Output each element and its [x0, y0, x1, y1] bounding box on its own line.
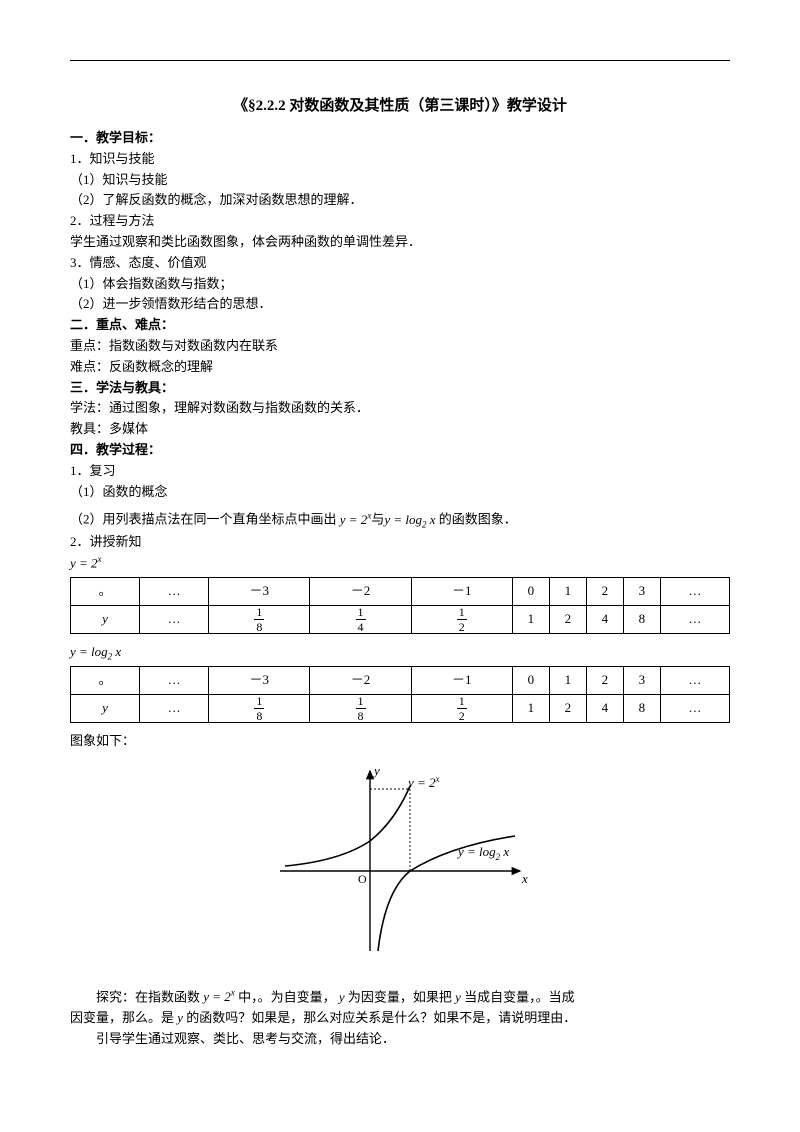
table-row: 。 … －3 －2 －1 0 1 2 3 …	[71, 577, 730, 605]
graph-container: y x O y = 2x y = log2 x	[70, 761, 730, 968]
curve-exp	[285, 786, 410, 866]
page-top-rule	[70, 60, 730, 61]
s2-line-1: 难点：反函数概念的理解	[70, 357, 730, 378]
s1-line-0: 1．知识与技能	[70, 149, 730, 170]
s4-item2: （2）用列表描点法在同一个直角坐标点中画出 y = 2x与y = log2 x …	[70, 508, 730, 531]
eq-y-2x: y = 2x	[340, 512, 372, 527]
table-y-log2x: 。 … －3 －2 －1 0 1 2 3 … y … 18 18 12 1 2 …	[70, 666, 730, 723]
page-title: 《§2.2.2 对数函数及其性质（第三课时）》教学设计	[70, 94, 730, 118]
section-4-heading: 四．教学过程：	[70, 440, 730, 461]
table1-caption: y = 2x	[70, 552, 730, 574]
y-axis-label: y	[372, 763, 380, 778]
s1-line-1: （1）知识与技能	[70, 170, 730, 191]
s2-line-0: 重点：指数函数与对数函数内在联系	[70, 336, 730, 357]
document-body: 一．教学目标： 1．知识与技能 （1）知识与技能 （2）了解反函数的概念，加深对…	[70, 128, 730, 1050]
s4-line-0: 1．复习	[70, 461, 730, 482]
explore-line1: 探究：在指数函数 y = 2x 中，。为自变量， y 为因变量，如果把 y 当成…	[70, 986, 730, 1008]
table-row: 。 … －3 －2 －1 0 1 2 3 …	[71, 666, 730, 694]
s4-item2-suffix: 的函数图象．	[439, 512, 517, 527]
section-3-heading: 三．学法与教具：	[70, 378, 730, 399]
eq-y-log2x: y = log2 x	[384, 512, 435, 527]
s1-line-7: （2）进一步领悟数形结合的思想．	[70, 294, 730, 315]
origin-label: O	[358, 872, 367, 886]
section-1-heading: 一．教学目标：	[70, 128, 730, 149]
s1-line-3: 2．过程与方法	[70, 211, 730, 232]
table-row: y … 18 18 12 1 2 4 8 …	[71, 694, 730, 722]
function-graph: y x O y = 2x y = log2 x	[260, 761, 540, 961]
graph-caption: 图象如下：	[70, 731, 730, 752]
s1-line-6: （1）体会指数函数与指数；	[70, 274, 730, 295]
s1-line-5: 3．情感、态度、价值观	[70, 253, 730, 274]
guide-lines	[370, 789, 410, 871]
curve-exp-label: y = 2x	[406, 774, 440, 790]
s1-line-4: 学生通过观察和类比函数图象，体会两种函数的单调性差异．	[70, 232, 730, 253]
curve-log-label: y = log2 x	[456, 844, 509, 862]
table-y-2x: 。 … －3 －2 －1 0 1 2 3 … y … 18 14 12 1 2 …	[70, 577, 730, 634]
section-2-heading: 二．重点、难点：	[70, 315, 730, 336]
table2-caption: y = log2 x	[70, 642, 730, 664]
x-axis-label: x	[521, 871, 528, 886]
s4-line-1: （1）函数的概念	[70, 482, 730, 503]
explore-line2: 因变量，那么。是 y 的函数吗？如果是，那么对应关系是什么？如果不是，请说明理由…	[70, 1008, 730, 1029]
closing-line: 引导学生通过观察、类比、思考与交流，得出结论．	[70, 1029, 730, 1050]
s4-item2-mid: 与	[371, 512, 384, 527]
s1-line-2: （2）了解反函数的概念，加深对函数思想的理解．	[70, 190, 730, 211]
s3-line-0: 学法：通过图象，理解对数函数与指数函数的关系．	[70, 398, 730, 419]
s3-line-1: 教具：多媒体	[70, 419, 730, 440]
table-row: y … 18 14 12 1 2 4 8 …	[71, 605, 730, 633]
s4-item2-prefix: （2）用列表描点法在同一个直角坐标点中画出	[70, 512, 337, 527]
s4-lecture: 2．讲授新知	[70, 532, 730, 553]
